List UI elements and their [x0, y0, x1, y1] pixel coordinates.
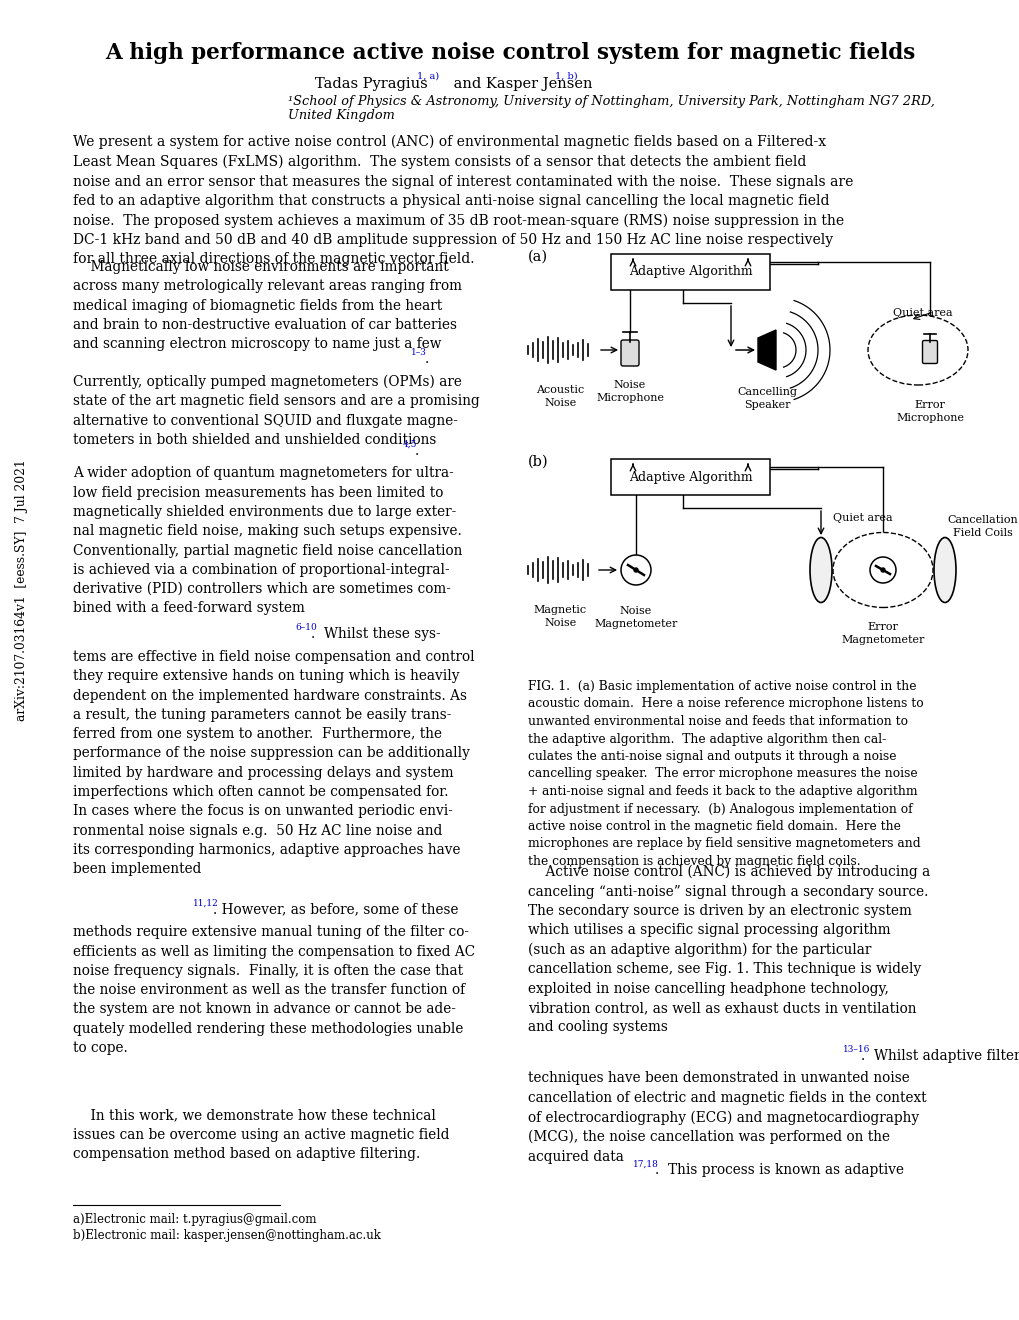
Ellipse shape: [933, 537, 955, 602]
Text: Cancelling
Speaker: Cancelling Speaker: [737, 387, 796, 411]
Text: United Kingdom: United Kingdom: [287, 110, 394, 121]
Circle shape: [634, 568, 637, 572]
Text: Error
Microphone: Error Microphone: [895, 400, 963, 424]
Text: methods require extensive manual tuning of the filter co-
efficients as well as : methods require extensive manual tuning …: [73, 925, 475, 1055]
Text: Tadas Pyragius: Tadas Pyragius: [315, 77, 427, 91]
Ellipse shape: [833, 532, 932, 607]
Text: 11,12: 11,12: [193, 899, 218, 907]
Text: 1–3: 1–3: [411, 347, 427, 356]
Text: 1, a): 1, a): [417, 73, 439, 81]
Text: In this work, we demonstrate how these technical
issues can be overcome using an: In this work, we demonstrate how these t…: [73, 1109, 449, 1162]
Text: and Kasper Jensen: and Kasper Jensen: [448, 77, 592, 91]
Text: We present a system for active noise control (ANC) of environmental magnetic fie: We present a system for active noise con…: [73, 135, 853, 267]
Text: 6–10: 6–10: [294, 623, 317, 632]
Text: arXiv:2107.03164v1  [eess.SY]  7 Jul 2021: arXiv:2107.03164v1 [eess.SY] 7 Jul 2021: [15, 459, 29, 721]
Text: .: .: [425, 351, 429, 366]
Text: Noise
Magnetometer: Noise Magnetometer: [594, 606, 677, 630]
Circle shape: [621, 554, 650, 585]
Text: Noise
Microphone: Noise Microphone: [595, 380, 663, 403]
Text: tems are effective in field noise compensation and control
they require extensiv: tems are effective in field noise compen…: [73, 649, 474, 876]
Text: A high performance active noise control system for magnetic fields: A high performance active noise control …: [105, 42, 914, 63]
Text: Active noise control (ANC) is achieved by introducing a
canceling “anti-noise” s: Active noise control (ANC) is achieved b…: [528, 865, 929, 1034]
Text: 17,18: 17,18: [633, 1159, 658, 1168]
Text: b)Electronic mail: kasper.jensen@nottingham.ac.uk: b)Electronic mail: kasper.jensen@notting…: [73, 1229, 380, 1242]
Ellipse shape: [809, 537, 832, 602]
Text: Magnetic
Noise: Magnetic Noise: [533, 605, 587, 628]
Text: Currently, optically pumped magnetometers (OPMs) are
state of the art magnetic f: Currently, optically pumped magnetometer…: [73, 375, 479, 447]
Text: Adaptive Algorithm: Adaptive Algorithm: [628, 470, 752, 483]
Text: Error
Magnetometer: Error Magnetometer: [841, 622, 924, 645]
Circle shape: [880, 568, 884, 572]
FancyBboxPatch shape: [621, 341, 638, 366]
Text: A wider adoption of quantum magnetometers for ultra-
low field precision measure: A wider adoption of quantum magnetometer…: [73, 466, 462, 615]
Text: Adaptive Algorithm: Adaptive Algorithm: [628, 265, 752, 279]
Text: .: .: [415, 444, 419, 458]
Text: Quiet area: Quiet area: [893, 308, 952, 318]
Text: . However, as before, some of these: . However, as before, some of these: [213, 903, 459, 916]
Text: Magnetically low noise environments are important
across many metrologically rel: Magnetically low noise environments are …: [73, 260, 462, 351]
Ellipse shape: [867, 315, 967, 385]
Text: Quiet area: Quiet area: [833, 513, 892, 523]
Text: .  Whilst adaptive filtering: . Whilst adaptive filtering: [860, 1048, 1019, 1063]
Text: .  This process is known as adaptive: . This process is known as adaptive: [654, 1163, 903, 1177]
Text: Acoustic
Noise: Acoustic Noise: [536, 385, 584, 408]
Text: (b): (b): [528, 455, 548, 469]
Text: 1, b): 1, b): [554, 73, 577, 81]
Polygon shape: [757, 330, 775, 370]
Text: ¹School of Physics & Astronomy, University of Nottingham, University Park, Notti: ¹School of Physics & Astronomy, Universi…: [287, 95, 934, 108]
Text: FIG. 1.  (a) Basic implementation of active noise control in the
acoustic domain: FIG. 1. (a) Basic implementation of acti…: [528, 680, 923, 869]
Text: techniques have been demonstrated in unwanted noise
cancellation of electric and: techniques have been demonstrated in unw…: [528, 1072, 925, 1164]
Circle shape: [869, 557, 895, 583]
Text: .  Whilst these sys-: . Whilst these sys-: [311, 627, 440, 642]
FancyBboxPatch shape: [610, 459, 769, 495]
Text: a)Electronic mail: t.pyragius@gmail.com: a)Electronic mail: t.pyragius@gmail.com: [73, 1213, 316, 1226]
Text: Cancellation
Field Coils: Cancellation Field Coils: [947, 515, 1017, 539]
Text: 13–16: 13–16: [842, 1044, 869, 1053]
FancyBboxPatch shape: [921, 341, 936, 363]
Text: 4,5: 4,5: [403, 440, 417, 449]
FancyBboxPatch shape: [610, 253, 769, 290]
Text: (a): (a): [528, 249, 547, 264]
